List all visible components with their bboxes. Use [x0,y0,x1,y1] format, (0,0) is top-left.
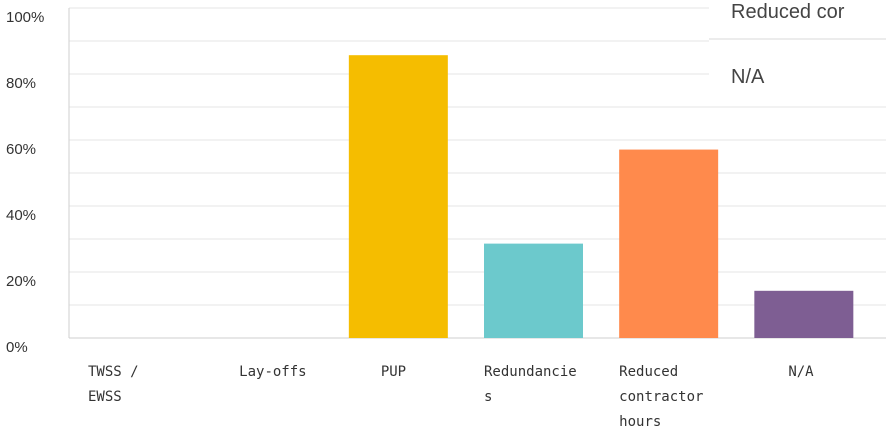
bar[interactable] [484,243,583,338]
bar[interactable] [754,290,854,338]
x-category-label: EWSS [88,389,122,405]
x-category-label: Redundancie [484,364,577,380]
bar[interactable] [348,55,448,338]
y-tick-label: 20% [6,273,36,290]
y-axis-ticks: 0% 20% 40% 60% 80% 100% [6,9,44,356]
bar[interactable] [619,149,719,338]
bars [348,55,854,338]
tooltip-background [709,0,886,104]
x-category-label: Reduced [619,364,678,380]
tooltip-row-1: Reduced cor [731,1,845,23]
x-axis-labels: TWSS / EWSS Lay-offs PUP Redundancie s Reduced… [88,364,814,430]
y-tick-label: 40% [6,207,36,224]
y-tick-label: 0% [6,339,28,356]
y-tick-label: 80% [6,75,36,92]
x-category-label: PUP [381,364,406,380]
x-category-label: s [484,389,492,405]
tooltip: Reduced cor N/A [709,0,886,104]
x-category-label: contractor [619,389,703,405]
x-category-label: TWSS / [88,364,139,380]
tooltip-row-2: N/A [731,66,765,88]
x-category-label: N/A [788,364,814,380]
x-category-label: hours [619,414,661,430]
x-category-label: Lay-offs [239,364,306,380]
y-tick-label: 100% [6,9,44,26]
y-tick-label: 60% [6,141,36,158]
